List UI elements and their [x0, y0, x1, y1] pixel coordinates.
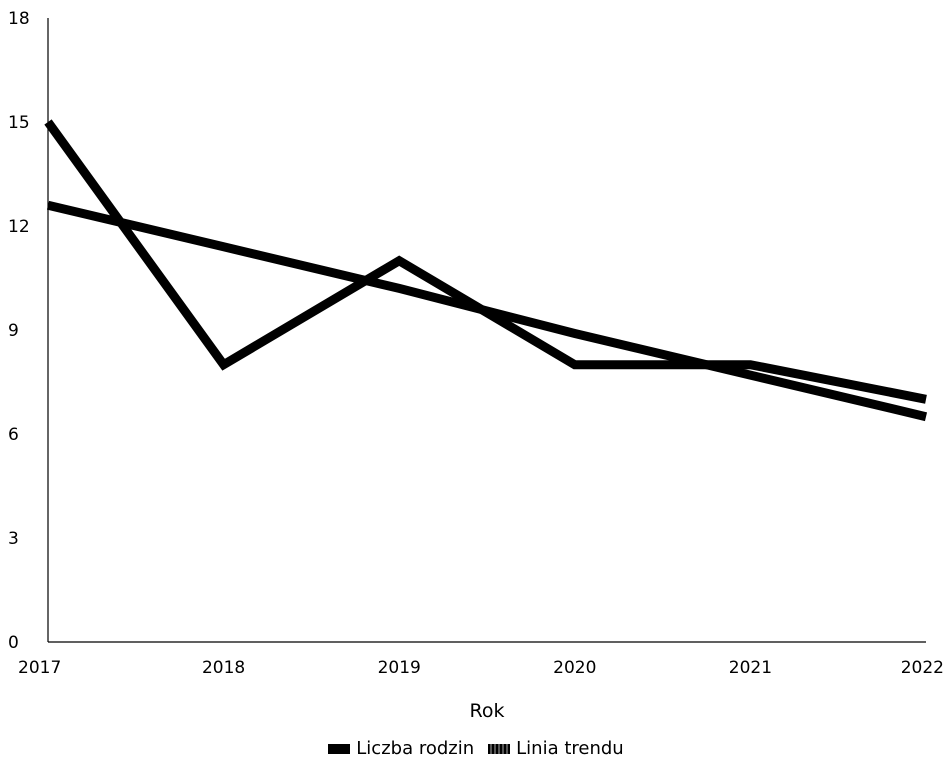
- legend-swatch-series-2: [488, 743, 511, 754]
- x-axis-title: Rok: [470, 700, 505, 722]
- series-line-1: [44, 119, 927, 404]
- y-tick-label: 6: [8, 425, 19, 445]
- y-tick-label: 18: [8, 9, 30, 29]
- legend-swatch-series-1: [328, 743, 351, 754]
- legend-label-series-1: Liczba rodzin: [356, 738, 475, 759]
- series-layer: [44, 119, 928, 422]
- y-tick-label: 12: [8, 217, 30, 237]
- y-tick-label: 15: [8, 113, 30, 133]
- legend: Liczba rodzin Linia trendu: [0, 738, 952, 759]
- legend-item-series-1: Liczba rodzin: [328, 738, 474, 759]
- x-tick-label: 2021: [729, 658, 772, 678]
- series-line-2: [46, 200, 928, 422]
- legend-label-series-2: Linia trendu: [516, 738, 624, 759]
- x-tick-label: 2019: [378, 658, 421, 678]
- y-axis-ticks: 0 3 6 9 12 15 18: [8, 9, 30, 653]
- x-tick-label: 2020: [553, 658, 596, 678]
- y-tick-label: 9: [8, 321, 19, 341]
- y-tick-label: 3: [8, 529, 19, 549]
- y-tick-label: 0: [8, 633, 19, 653]
- x-tick-label: 2017: [18, 658, 61, 678]
- x-axis-ticks: 2017 2018 2019 2020 2021 2022: [18, 658, 944, 678]
- x-tick-label: 2018: [202, 658, 245, 678]
- legend-item-series-2: Linia trendu: [488, 738, 624, 759]
- x-tick-label: 2022: [901, 658, 944, 678]
